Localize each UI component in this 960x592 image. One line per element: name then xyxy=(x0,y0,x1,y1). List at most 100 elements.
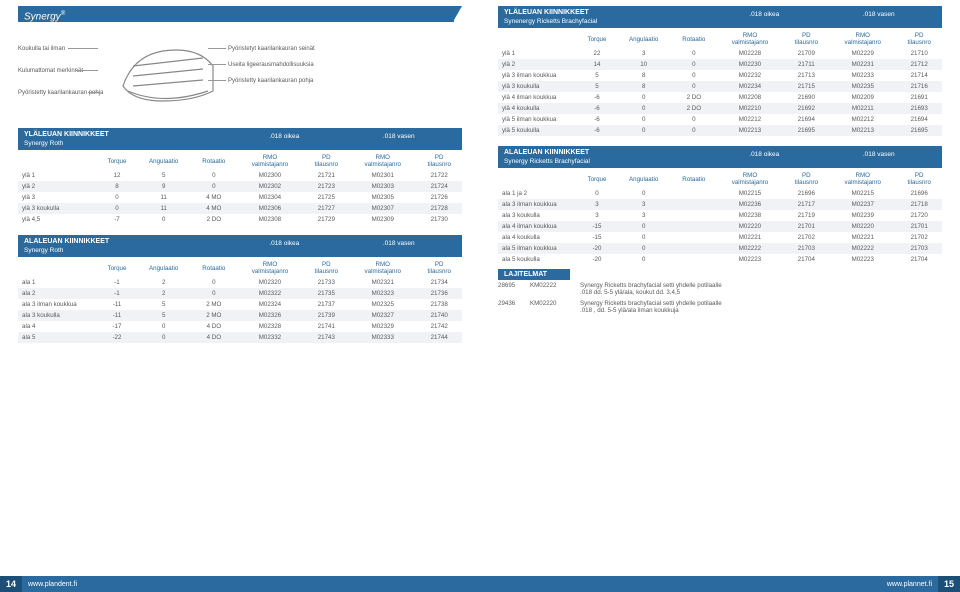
cell: 21737 xyxy=(304,299,350,310)
cell: 4 DO xyxy=(191,321,236,332)
cell: 0 xyxy=(578,188,616,199)
lajit-code1: 29436 xyxy=(498,300,530,314)
cell: 2 xyxy=(136,288,191,299)
cell: 21693 xyxy=(896,103,942,114)
footer-url-right: www.plannet.fi xyxy=(881,581,938,588)
t4-sub: Synergy Ricketts Brachyfacial xyxy=(504,157,707,166)
cell: M02221 xyxy=(829,232,896,243)
col-vasen: .018 vasen xyxy=(342,237,456,255)
t2-title: ALALEUAN KIINNIKKEET xyxy=(24,238,109,245)
cell: 0 xyxy=(98,203,136,214)
cell: M02209 xyxy=(829,92,896,103)
cell: ylä 3 koukulla xyxy=(498,81,578,92)
hdr-rot: Rotaatio xyxy=(191,152,236,170)
cell: M02307 xyxy=(349,203,416,214)
cell: M02238 xyxy=(716,210,783,221)
cell: 0 xyxy=(136,332,191,343)
cell: M02208 xyxy=(716,92,783,103)
cell: 0 xyxy=(616,92,671,103)
diag-l3: Pyöristetty kaarilankauran pohja xyxy=(18,90,103,96)
cell: M02221 xyxy=(716,232,783,243)
cell: 21714 xyxy=(896,70,942,81)
cell: 21734 xyxy=(416,277,462,288)
cell: 8 xyxy=(98,181,136,192)
t3-title: YLÄLEUAN KIINNIKKEET xyxy=(504,9,589,16)
cell: 0 xyxy=(191,170,236,181)
cell: M02211 xyxy=(829,103,896,114)
cell: M02230 xyxy=(716,59,783,70)
cell: ylä 4 ilman koukkua xyxy=(498,92,578,103)
cell: 3 xyxy=(616,210,671,221)
cell: M02309 xyxy=(349,214,416,225)
table-row: ala 4-1704 DOM0232821741M0232921742 xyxy=(18,321,462,332)
hdr-rmo2: RMOvalmistajanro xyxy=(829,170,896,188)
hdr-pd2: PDtilausnro xyxy=(896,170,942,188)
cell: 21710 xyxy=(896,48,942,59)
cell: 4 DO xyxy=(191,332,236,343)
cell: 21691 xyxy=(896,92,942,103)
cell: M02333 xyxy=(349,332,416,343)
cell: ylä 2 xyxy=(18,181,98,192)
cell: M02213 xyxy=(716,125,783,136)
cell: 21727 xyxy=(304,203,350,214)
hdr-rmo2: RMOvalmistajanro xyxy=(829,30,896,48)
table-row: ala 5-2204 DOM0233221743M0233321744 xyxy=(18,332,462,343)
cell: 21726 xyxy=(416,192,462,203)
cell: ala 5 ilman koukkua xyxy=(498,243,578,254)
cell: 0 xyxy=(671,125,716,136)
cell: M02326 xyxy=(236,310,303,321)
cell: 11 xyxy=(136,203,191,214)
lajitelmat-section: LAJITELMAT 28695 KM02222 Synergy Rickett… xyxy=(498,269,942,316)
hdr-rmo2: RMOvalmistajanro xyxy=(349,259,416,277)
cell: -7 xyxy=(98,214,136,225)
diag-r2: Useita ligeerausmahdollisuuksia xyxy=(228,62,314,68)
cell: ala 3 koukulla xyxy=(18,310,98,321)
cell: 14 xyxy=(578,59,616,70)
cell: 21690 xyxy=(784,92,830,103)
cell: 21701 xyxy=(784,221,830,232)
hdr-ang: Angulaatio xyxy=(136,152,191,170)
hdr-rmo1: RMOvalmistajanro xyxy=(236,152,303,170)
cell: 21704 xyxy=(784,254,830,265)
cell: 21702 xyxy=(784,232,830,243)
cell: 0 xyxy=(191,288,236,299)
cell: ylä 3 koukulla xyxy=(18,203,98,214)
cell: 5 xyxy=(578,81,616,92)
cell: M02212 xyxy=(829,114,896,125)
diag-l1: Koukulla tai ilman xyxy=(18,46,65,52)
t1-title: YLÄLEUAN KIINNIKKEET xyxy=(24,131,109,138)
hdr-pd2: PDtilausnro xyxy=(416,152,462,170)
cell: 8 xyxy=(616,70,671,81)
cell: 5 xyxy=(578,70,616,81)
table-row: ala 5 koukulla-200M0222321704M0222321704 xyxy=(498,254,942,265)
cell: M02231 xyxy=(829,59,896,70)
cell: 11 xyxy=(136,192,191,203)
cell: 21724 xyxy=(416,181,462,192)
cell: 3 xyxy=(616,48,671,59)
hdr-torque: Torque xyxy=(98,152,136,170)
cell: 21743 xyxy=(304,332,350,343)
t2-table: Torque Angulaatio Rotaatio RMOvalmistaja… xyxy=(18,259,462,343)
hdr-rot: Rotaatio xyxy=(671,170,716,188)
table-row: ala 4 ilman koukkua-150M0222021701M02220… xyxy=(498,221,942,232)
hdr-torque: Torque xyxy=(578,30,616,48)
cell: ylä 5 ilman koukkua xyxy=(498,114,578,125)
cell: ylä 4 koukulla xyxy=(498,103,578,114)
t1-sub: Synergy Roth xyxy=(24,139,227,148)
table-row: ylä 214100M0223021711M0223121712 xyxy=(498,59,942,70)
cell: 21696 xyxy=(784,188,830,199)
cell: M02322 xyxy=(236,288,303,299)
cell xyxy=(671,221,716,232)
cell: 0 xyxy=(671,59,716,70)
cell: 21695 xyxy=(784,125,830,136)
cell: 21730 xyxy=(416,214,462,225)
cell: M02220 xyxy=(716,221,783,232)
cell: 0 xyxy=(671,48,716,59)
cell: 21709 xyxy=(784,48,830,59)
hdr-pd1: PDtilausnro xyxy=(784,30,830,48)
cell: 21739 xyxy=(304,310,350,321)
hdr-rmo1: RMOvalmistajanro xyxy=(716,30,783,48)
cell: ala 1 xyxy=(18,277,98,288)
cell: -15 xyxy=(578,232,616,243)
bracket-figure xyxy=(103,36,223,106)
